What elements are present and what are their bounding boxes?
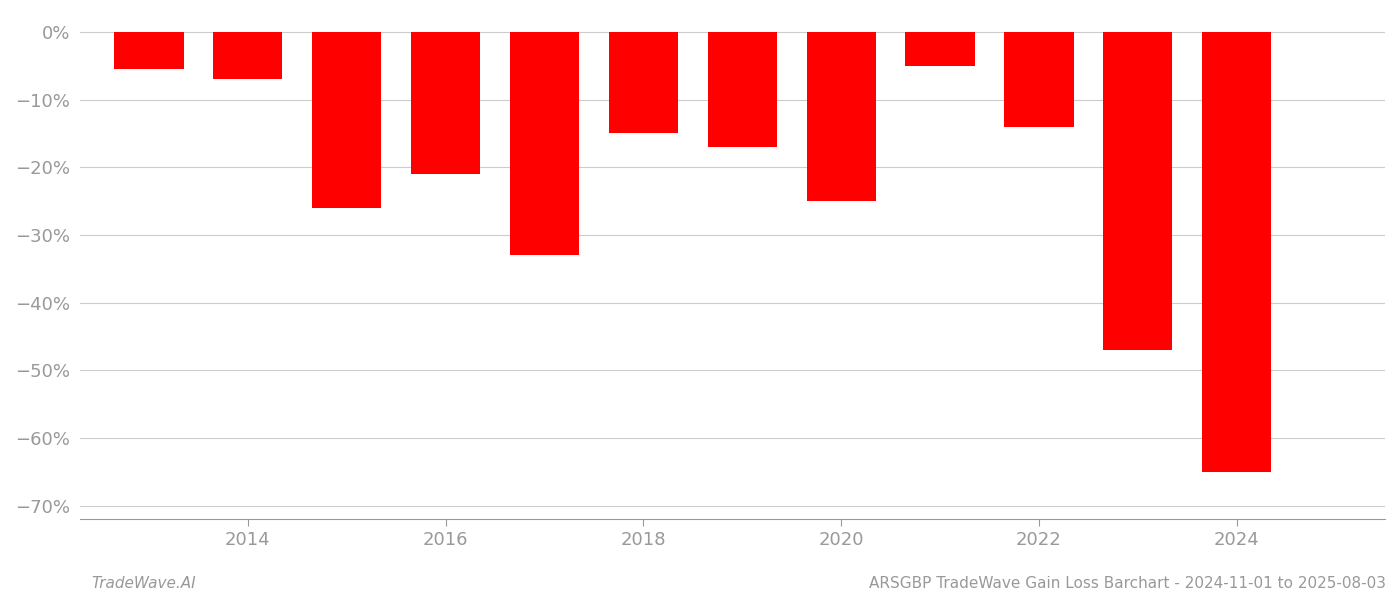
Bar — [1103, 32, 1172, 350]
Text: ARSGBP TradeWave Gain Loss Barchart - 2024-11-01 to 2025-08-03: ARSGBP TradeWave Gain Loss Barchart - 20… — [869, 576, 1386, 591]
Bar — [806, 32, 876, 201]
Bar — [1203, 32, 1271, 472]
Bar — [115, 32, 183, 69]
Bar — [213, 32, 283, 79]
Bar — [412, 32, 480, 174]
Bar — [312, 32, 381, 208]
Bar — [906, 32, 974, 66]
Text: TradeWave.AI: TradeWave.AI — [91, 576, 196, 591]
Bar — [510, 32, 580, 255]
Bar — [1004, 32, 1074, 127]
Bar — [707, 32, 777, 147]
Bar — [609, 32, 678, 133]
